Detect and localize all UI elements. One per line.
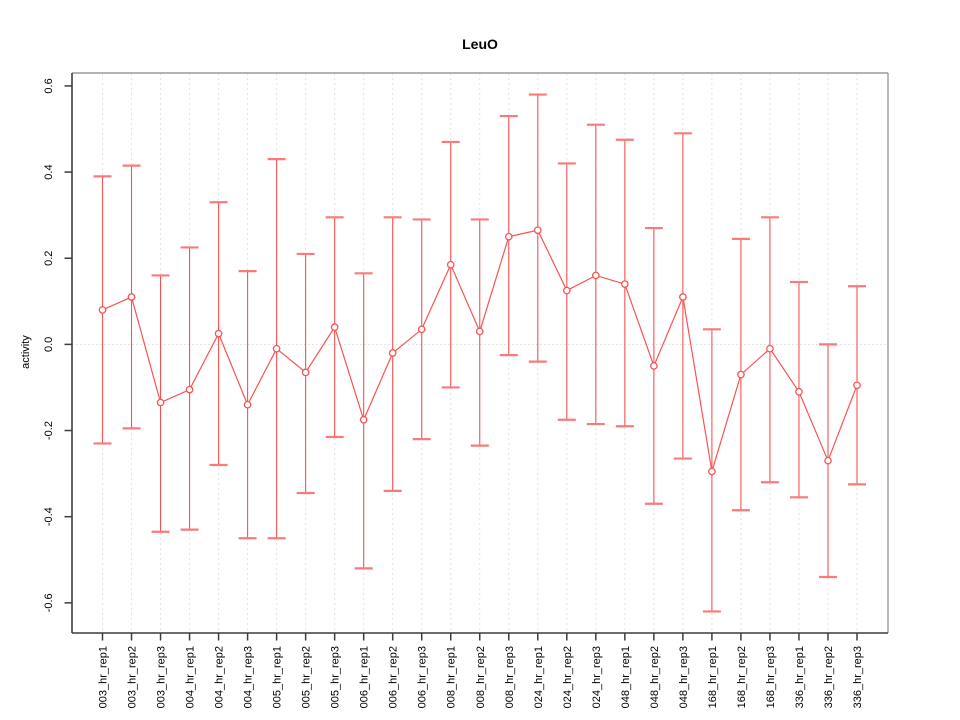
x-tick-label: 004_hr_rep1	[185, 646, 197, 708]
x-tick-label: 003_hr_rep3	[156, 646, 168, 708]
data-point	[533, 226, 542, 235]
y-tick-label: 0.6	[43, 78, 55, 93]
x-tick-label: 003_hr_rep1	[98, 646, 110, 708]
data-point	[737, 370, 745, 379]
x-tick-label: 005_hr_rep2	[301, 646, 313, 708]
x-tick-label: 024_hr_rep2	[562, 646, 574, 708]
x-tick-label: 336_hr_rep2	[823, 646, 835, 708]
data-point	[591, 271, 600, 280]
data-point	[417, 325, 426, 334]
data-point	[708, 467, 716, 476]
x-tick-label: 006_hr_rep1	[359, 646, 371, 708]
x-tick-label: 048_hr_rep2	[649, 646, 661, 708]
data-point	[388, 349, 397, 357]
data-point	[679, 293, 687, 301]
x-tick-label: 048_hr_rep3	[678, 646, 690, 708]
x-tick-label: 006_hr_rep3	[417, 646, 429, 708]
x-tick-label: 168_hr_rep3	[765, 646, 777, 708]
y-tick-label: 0.0	[43, 337, 55, 352]
data-point	[214, 329, 223, 338]
data-point	[475, 327, 484, 336]
x-tick-label: 008_hr_rep3	[504, 646, 516, 708]
data-point	[301, 368, 310, 377]
x-tick-label: 004_hr_rep2	[214, 646, 226, 708]
data-point	[650, 362, 658, 370]
x-tick-label: 336_hr_rep3	[852, 646, 864, 708]
data-point	[127, 293, 136, 301]
data-point	[562, 286, 571, 295]
y-tick-label: 0.4	[43, 164, 55, 179]
y-tick-label: -0.6	[43, 593, 55, 612]
x-tick-label: 048_hr_rep1	[620, 646, 632, 708]
x-tick-label: 024_hr_rep3	[591, 646, 603, 708]
x-tick-label: 336_hr_rep1	[794, 646, 806, 708]
data-point	[98, 306, 107, 314]
data-point	[853, 381, 861, 390]
data-point	[766, 344, 774, 353]
x-tick-label: 008_hr_rep1	[446, 646, 458, 708]
x-tick-label: 004_hr_rep3	[243, 646, 255, 708]
data-point	[446, 260, 455, 269]
data-point	[330, 323, 339, 332]
data-point	[185, 385, 194, 394]
x-tick-label: 003_hr_rep2	[127, 646, 139, 708]
x-tick-label: 168_hr_rep1	[707, 646, 719, 708]
data-point	[620, 280, 629, 288]
x-tick-label: 024_hr_rep1	[533, 646, 545, 708]
y-tick-label: 0.2	[43, 251, 55, 266]
x-tick-label: 005_hr_rep1	[272, 646, 284, 708]
data-point	[504, 232, 513, 241]
x-tick-label: 006_hr_rep2	[388, 646, 400, 708]
data-point	[272, 344, 281, 353]
chart-title: LeuO	[462, 36, 498, 52]
y-tick-label: -0.2	[43, 421, 55, 440]
data-point	[243, 400, 252, 409]
y-tick-label: -0.4	[43, 507, 55, 526]
x-tick-label: 168_hr_rep2	[736, 646, 748, 708]
x-tick-label: 008_hr_rep2	[475, 646, 487, 708]
data-point	[359, 415, 368, 424]
x-tick-label: 005_hr_rep3	[330, 646, 342, 708]
data-point	[824, 456, 832, 465]
data-point	[795, 387, 803, 396]
data-point	[156, 398, 165, 407]
